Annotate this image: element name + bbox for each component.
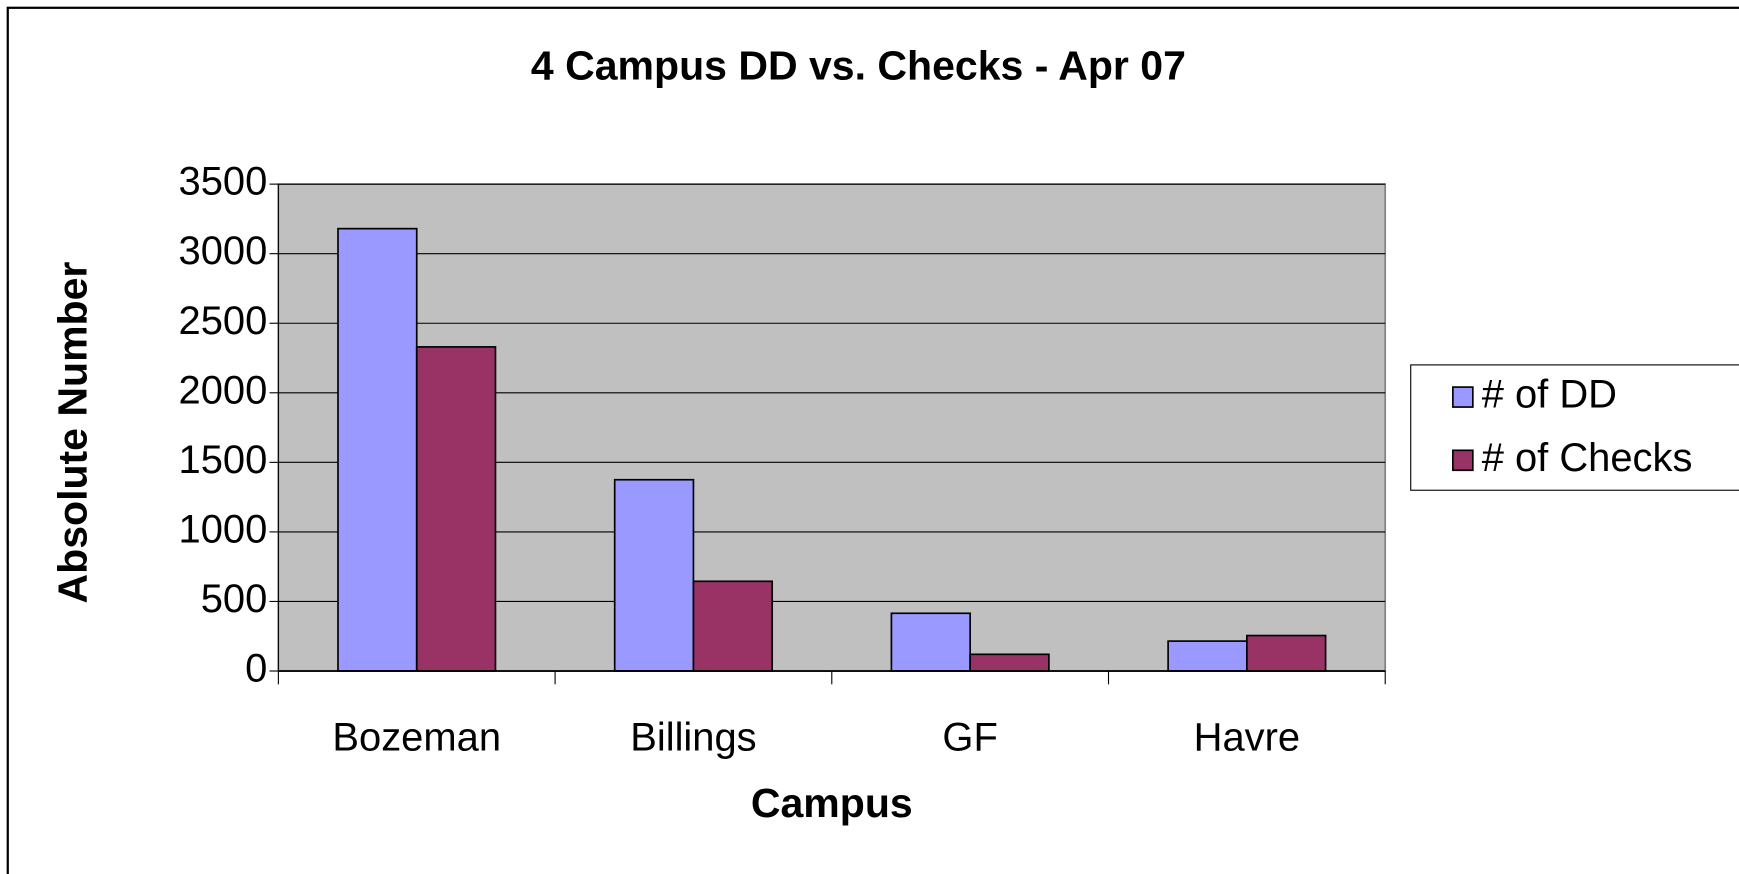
bar (890, 612, 971, 672)
legend-label: # of Checks (1482, 436, 1693, 480)
y-tick-label: 0 (245, 647, 267, 691)
y-tick-label: 2500 (179, 299, 268, 343)
bar (415, 346, 497, 672)
y-tick-label: 1000 (179, 507, 268, 551)
legend-swatch (1452, 386, 1474, 408)
x-axis-label: Campus (751, 780, 913, 826)
y-tick-label: 1500 (179, 438, 268, 482)
y-tick-label: 500 (201, 577, 268, 621)
bar (692, 580, 774, 672)
legend-swatch (1452, 449, 1474, 472)
bar (613, 478, 695, 672)
y-axis-label: Absolute Number (49, 262, 95, 604)
legend-label: # of DD (1482, 373, 1617, 417)
x-tick-label: Bozeman (332, 715, 501, 759)
x-tick-label: Billings (630, 715, 756, 759)
bar (337, 227, 418, 672)
x-tick-label: Havre (1194, 715, 1300, 759)
y-tick-label: 3000 (179, 229, 268, 273)
bar (1167, 640, 1248, 672)
chart-title: 4 Campus DD vs. Checks - Apr 07 (531, 43, 1186, 89)
y-tick-label: 3500 (179, 160, 268, 204)
x-tick-label: GF (942, 715, 997, 759)
bar (969, 653, 1050, 672)
bar (1246, 634, 1327, 672)
y-tick-label: 2000 (179, 368, 268, 412)
